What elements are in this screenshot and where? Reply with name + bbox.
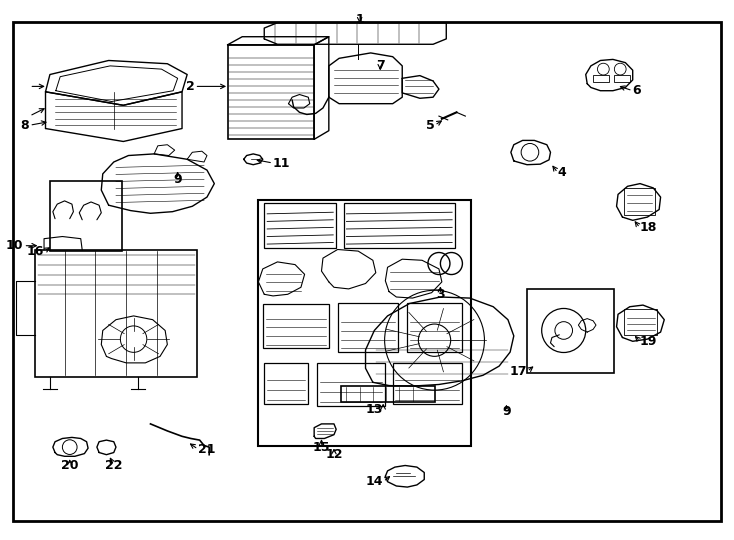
Text: 4: 4 (558, 166, 567, 179)
Text: 9: 9 (502, 405, 511, 418)
Text: 2: 2 (186, 80, 195, 93)
Bar (624, 188, 655, 215)
Bar (258, 200, 471, 446)
Bar (407, 303, 462, 352)
Text: 11: 11 (273, 157, 291, 170)
Text: 15: 15 (313, 441, 330, 454)
Text: 13: 13 (366, 403, 383, 416)
Bar (593, 75, 609, 82)
Text: 19: 19 (640, 335, 658, 348)
Bar (341, 386, 435, 402)
Text: 18: 18 (640, 221, 658, 234)
Text: 6: 6 (633, 84, 642, 97)
Bar (50, 181, 122, 251)
Text: 5: 5 (426, 119, 435, 132)
Text: 12: 12 (325, 448, 343, 461)
Bar (614, 75, 630, 82)
Text: 20: 20 (61, 459, 79, 472)
Text: 9: 9 (173, 173, 182, 186)
Bar (35, 250, 197, 377)
Bar (338, 303, 398, 352)
Text: 3: 3 (436, 288, 445, 301)
Bar (317, 363, 385, 406)
Text: 7: 7 (376, 59, 385, 72)
Text: 21: 21 (198, 443, 216, 456)
Bar (624, 309, 657, 335)
Text: 17: 17 (509, 365, 527, 378)
Text: 10: 10 (6, 239, 23, 252)
Bar (264, 363, 308, 404)
Bar (344, 202, 455, 248)
Text: 14: 14 (366, 475, 383, 488)
Text: 8: 8 (21, 119, 29, 132)
Text: 16: 16 (26, 245, 44, 258)
Text: 1: 1 (355, 14, 364, 26)
Bar (264, 202, 336, 248)
Bar (393, 363, 462, 404)
Bar (527, 289, 614, 373)
Bar (263, 304, 329, 348)
Bar (228, 45, 314, 139)
Text: 22: 22 (105, 459, 123, 472)
